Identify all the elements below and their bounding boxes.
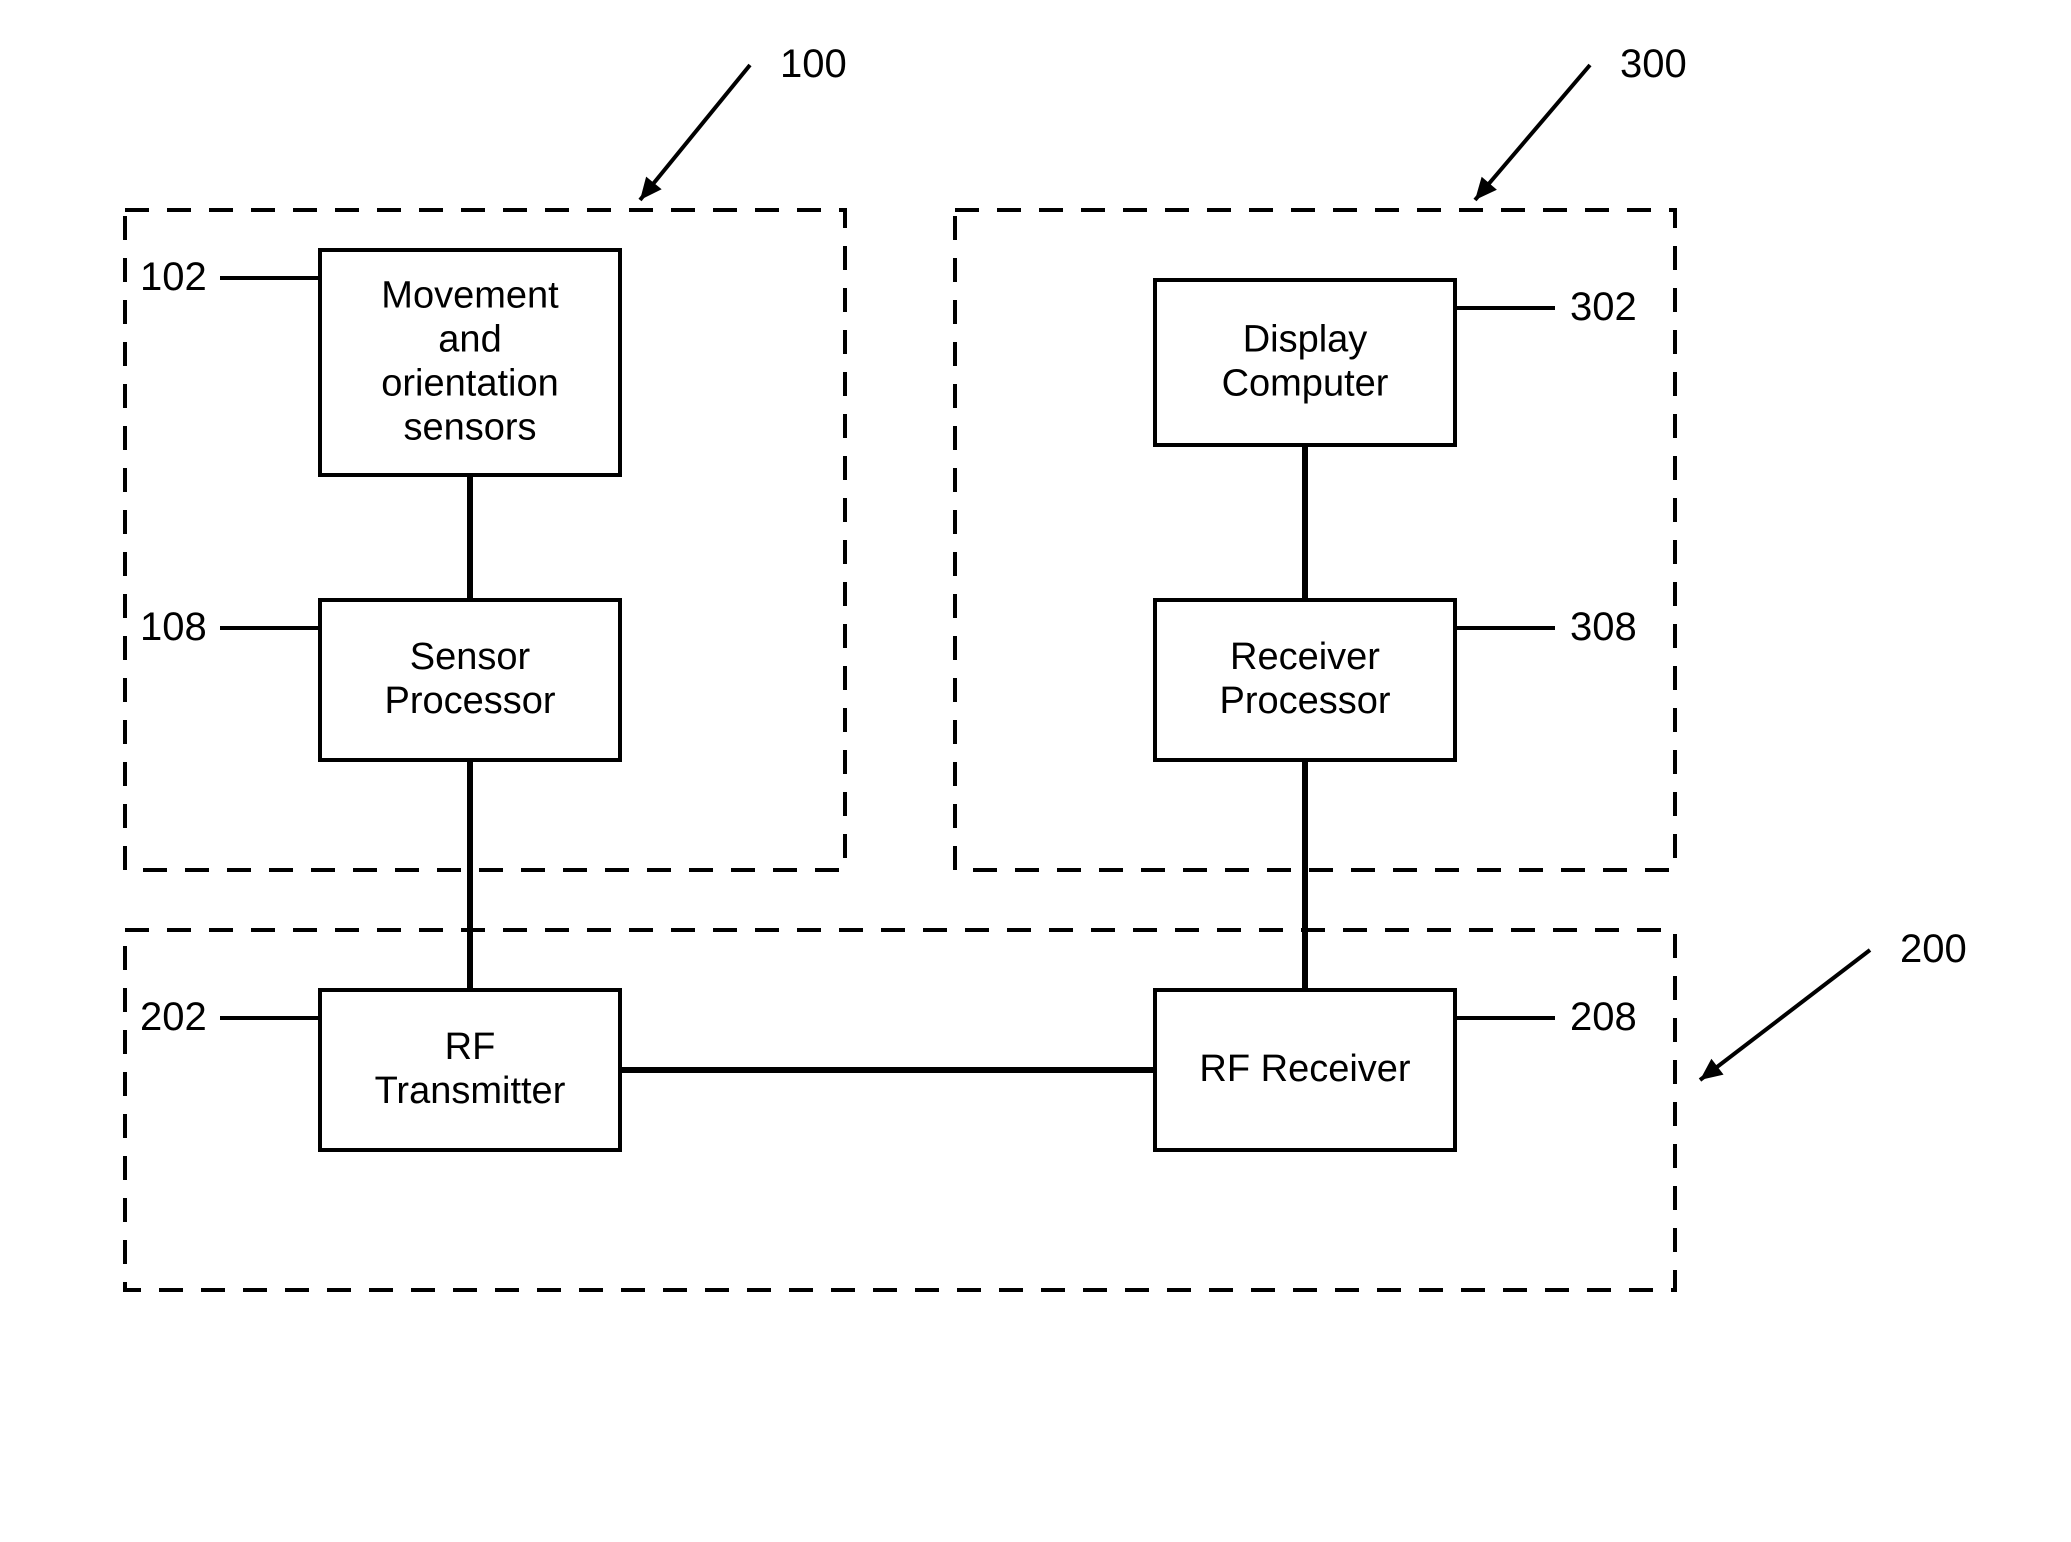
- box-text-308-0: Receiver: [1230, 636, 1380, 678]
- ref-302: 302: [1570, 285, 1637, 329]
- box-text-102-1: and: [438, 319, 501, 361]
- box-text-102-0: Movement: [381, 275, 559, 317]
- ref-208: 208: [1570, 995, 1637, 1039]
- ref-202: 202: [140, 995, 207, 1039]
- block-diagram: 100 300 200 Movementandorientationsensors 10…: [0, 0, 2071, 1542]
- box-text-202-0: RF: [445, 1026, 496, 1068]
- ref-200: 200: [1900, 927, 1967, 971]
- box-text-108-0: Sensor: [410, 636, 531, 678]
- box-text-308-1: Processor: [1219, 680, 1390, 722]
- ref-300: 300: [1620, 42, 1687, 86]
- box-text-302-1: Computer: [1222, 363, 1389, 405]
- ref-108: 108: [140, 605, 207, 649]
- box-text-102-2: orientation: [381, 363, 558, 405]
- box-text-108-1: Processor: [384, 680, 555, 722]
- arrowhead-200: [1700, 1059, 1724, 1080]
- arrow-200: [1700, 950, 1870, 1080]
- arrow-300: [1475, 65, 1590, 200]
- ref-100: 100: [780, 42, 847, 86]
- ref-308: 308: [1570, 605, 1637, 649]
- arrow-100: [640, 65, 750, 200]
- box-text-302-0: Display: [1243, 319, 1368, 361]
- box-text-208-0: RF Receiver: [1199, 1048, 1410, 1090]
- ref-102: 102: [140, 255, 207, 299]
- box-text-102-3: sensors: [403, 407, 536, 449]
- box-text-202-1: Transmitter: [375, 1070, 566, 1112]
